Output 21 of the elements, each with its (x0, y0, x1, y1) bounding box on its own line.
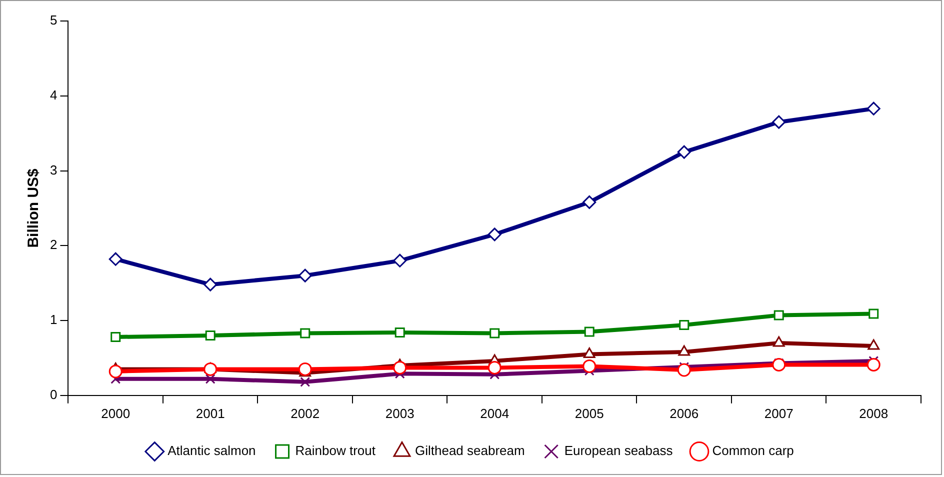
x-tick-label: 2000 (101, 406, 130, 421)
y-axis-title: Billion US$ (25, 168, 42, 248)
legend-label: Common carp (712, 443, 794, 458)
y-tick-label: 1 (50, 312, 58, 328)
y-tick-label: 4 (50, 87, 58, 102)
legend-label: Gilthead seabream (414, 443, 525, 458)
x-tick-label: 2002 (290, 406, 320, 421)
legend-label: Atlantic salmon (168, 443, 256, 458)
x-tick-label: 2007 (764, 406, 794, 421)
y-tick-label: 2 (50, 237, 58, 252)
x-tick-label: 2001 (196, 406, 225, 421)
legend-label: Rainbow trout (295, 443, 376, 458)
x-tick-label: 2003 (385, 406, 414, 421)
y-tick-label: 5 (50, 12, 58, 28)
y-tick-label: 3 (50, 162, 58, 178)
x-tick-label: 2005 (574, 406, 604, 421)
y-tick-label: 0 (50, 386, 58, 402)
x-tick-label: 2004 (480, 406, 510, 421)
x-tick-label: 2008 (859, 406, 888, 421)
legend-label: European seabass (564, 443, 674, 458)
x-tick-label: 2006 (670, 406, 699, 421)
